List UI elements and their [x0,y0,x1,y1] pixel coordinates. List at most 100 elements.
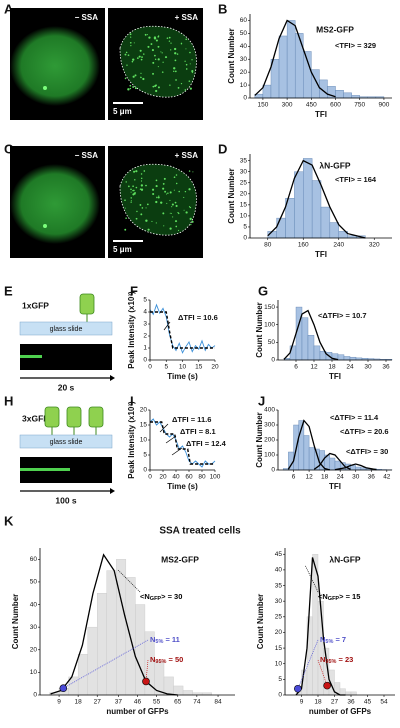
y-tick-label: 45 [275,551,283,558]
speckle [152,72,154,75]
y-tick-label: 15 [140,422,148,429]
speckle [140,72,142,74]
kymo-streak [20,355,42,358]
y-axis-label: Count Number [255,302,264,358]
pointer [297,639,319,689]
speckle [162,61,164,63]
speckle [133,170,136,173]
fit-curve [334,463,377,471]
y-tick-label: 0 [33,692,37,699]
speckle [174,220,178,223]
construct-label: 1xGFP [22,300,49,310]
y-tick-label: 30 [240,56,248,63]
x-tick-label: 20 [211,364,219,371]
speckle [132,190,134,192]
speckle [146,34,149,36]
speckle [130,188,132,191]
speckle [169,191,172,194]
speckle [175,182,178,185]
annotation: N95% = 23 [320,655,353,665]
trace [150,421,215,465]
speckle [166,37,169,39]
x-tick-label: 74 [193,699,201,706]
speckle [174,70,177,73]
y-tick-label: 20 [140,407,148,414]
panel-letter: G [258,283,268,298]
speckle [180,42,183,45]
x-tick-label: 600 [330,102,341,109]
speckle [139,49,142,52]
panel-letter: C [4,141,14,156]
x-tick-label: 10 [179,364,187,371]
annotation: N95% = 50 [150,655,183,665]
speckle [183,196,185,199]
speckle [168,36,171,39]
speckle [162,187,165,190]
speckle [157,196,160,199]
speckle [172,216,174,218]
y-tick-label: 0 [278,692,282,699]
speckle [189,217,192,221]
nucleus [10,26,100,106]
x-tick-label: 36 [347,699,355,706]
pointer [165,435,177,444]
speckle [164,190,167,193]
speckle [160,201,163,204]
fit-curve [254,19,336,98]
fit-curve [313,452,351,470]
speckle [155,185,158,188]
x-axis-label: TFI [329,372,341,381]
x-tick-label: 54 [380,699,388,706]
trace [149,418,216,468]
speckle [140,58,143,61]
annotation-subscript: 95% [325,659,336,665]
bar [335,90,344,99]
bar [311,180,322,239]
y-tick-label: 0 [143,467,147,474]
speckle [157,58,160,61]
speckle [176,53,179,55]
speckle [129,87,132,90]
annotation-part: = 11 [163,635,179,644]
speckle [175,174,178,176]
y-tick-label: 30 [240,168,248,175]
y-tick-label: 20 [275,629,283,636]
bar [303,158,313,239]
fit-curve [295,557,346,696]
x-tick-label: 60 [185,474,193,481]
speckle [173,189,175,191]
x-tick-label: 30 [364,364,372,371]
speckle [140,213,143,216]
speckle [140,180,143,182]
annotation-part: > = 30 [161,592,182,601]
speckle [160,51,162,53]
speckle [140,173,143,175]
y-tick-label: 5 [143,297,147,304]
speckle [130,191,132,193]
bar [339,688,346,696]
x-axis-label: number of GFPs [309,707,372,716]
speckle [124,207,126,209]
annotation-part: N [150,635,155,644]
speckle [132,85,135,88]
y-tick-label: 10 [240,213,248,220]
bar [313,345,321,361]
annotation: N5% = 11 [150,635,180,645]
speckle [185,48,187,50]
x-tick-label: 160 [298,242,309,249]
speckle [145,207,147,209]
annotation: <ΔTFI> = 10.7 [318,311,367,320]
speckle [146,203,149,206]
annotation-part: <N [140,592,150,601]
speckle [157,36,159,38]
percentile-point [294,684,302,693]
speckle [152,85,155,88]
y-tick-label: 15 [275,645,283,652]
speckle [189,87,192,90]
speckle [192,171,194,173]
x-tick-label: 5 [164,364,168,371]
y-tick-label: 100 [264,321,275,328]
speckle [155,179,158,182]
annotation-part: = 23 [336,655,353,664]
bar [301,317,309,361]
